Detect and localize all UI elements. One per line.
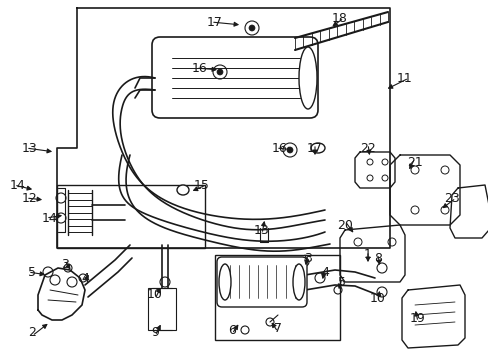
Text: 4: 4 xyxy=(321,266,328,279)
Text: 4: 4 xyxy=(81,271,89,284)
Text: 18: 18 xyxy=(331,12,347,24)
Text: 14: 14 xyxy=(10,179,26,192)
Text: 9: 9 xyxy=(151,325,159,338)
Text: 16: 16 xyxy=(192,62,207,75)
Text: 19: 19 xyxy=(409,311,425,324)
Text: 23: 23 xyxy=(443,192,459,204)
Text: 13: 13 xyxy=(22,141,38,154)
Ellipse shape xyxy=(298,47,316,109)
Ellipse shape xyxy=(292,264,305,300)
Text: 3: 3 xyxy=(304,252,311,265)
Ellipse shape xyxy=(177,185,189,195)
Bar xyxy=(148,288,176,330)
Text: 3: 3 xyxy=(61,258,69,271)
Text: 5: 5 xyxy=(337,275,346,288)
Text: 17: 17 xyxy=(306,141,322,154)
Text: 8: 8 xyxy=(373,252,381,265)
Text: 12: 12 xyxy=(22,192,38,204)
Text: 13: 13 xyxy=(254,224,269,237)
Ellipse shape xyxy=(310,143,325,153)
Circle shape xyxy=(217,69,223,75)
FancyBboxPatch shape xyxy=(152,37,317,118)
Text: 22: 22 xyxy=(359,141,375,154)
Text: 10: 10 xyxy=(147,288,163,302)
Text: 1: 1 xyxy=(364,248,371,261)
Text: 15: 15 xyxy=(194,179,209,192)
Bar xyxy=(57,185,204,248)
Circle shape xyxy=(248,25,254,31)
Text: 17: 17 xyxy=(206,15,223,28)
Text: 6: 6 xyxy=(227,324,235,337)
Text: 21: 21 xyxy=(407,156,422,168)
Text: 14: 14 xyxy=(42,212,58,225)
Text: 7: 7 xyxy=(273,321,282,334)
Text: 16: 16 xyxy=(271,141,287,154)
Text: 2: 2 xyxy=(28,325,36,338)
Text: 5: 5 xyxy=(28,266,36,279)
Text: 10: 10 xyxy=(369,292,385,305)
Text: 11: 11 xyxy=(396,72,412,85)
FancyBboxPatch shape xyxy=(217,257,306,307)
Ellipse shape xyxy=(219,264,230,300)
Bar xyxy=(215,255,339,340)
Circle shape xyxy=(286,147,292,153)
Text: 20: 20 xyxy=(336,219,352,231)
